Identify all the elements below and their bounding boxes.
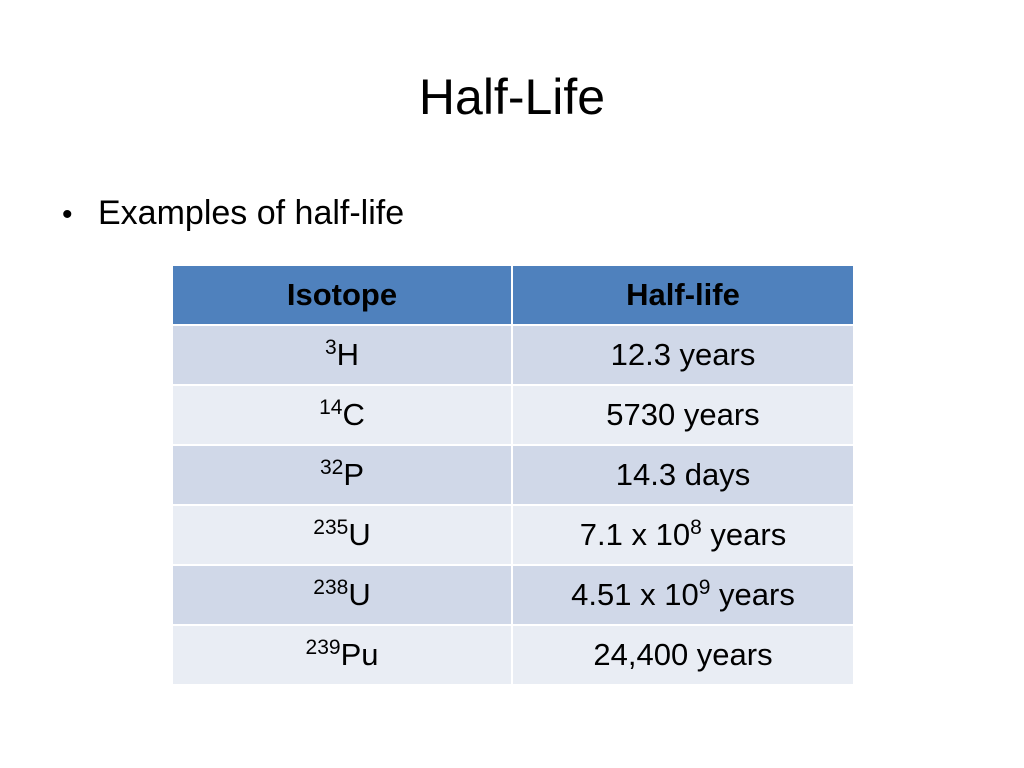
- isotope-cell: 235U: [171, 504, 513, 566]
- element-symbol: P: [343, 457, 365, 492]
- half-life-cell: 4.51 x 109 years: [511, 564, 855, 626]
- isotope-cell: 32P: [171, 444, 513, 506]
- mass-number: 3: [324, 336, 337, 359]
- table-row: 32P 14.3 days: [171, 444, 855, 506]
- mass-number: 14: [319, 396, 343, 419]
- half-life-exponent: 8: [690, 516, 702, 539]
- half-life-cell: 14.3 days: [511, 444, 855, 506]
- half-life-cell: 7.1 x 108 years: [511, 504, 855, 566]
- table-header-row: Isotope Half-life: [171, 264, 855, 326]
- mass-number: 235: [313, 516, 349, 539]
- half-life-value: 12.3 years: [610, 337, 756, 372]
- half-life-value: 14.3 days: [615, 457, 751, 492]
- isotope-cell: 238U: [171, 564, 513, 626]
- half-life-unit: years: [710, 577, 795, 612]
- element-symbol: C: [342, 397, 365, 432]
- header-half-life: Half-life: [511, 264, 855, 326]
- element-symbol: U: [348, 577, 371, 612]
- table-row: 238U 4.51 x 109 years: [171, 564, 855, 626]
- table-row: 239Pu 24,400 years: [171, 624, 855, 686]
- mass-number: 238: [313, 576, 349, 599]
- half-life-value: 24,400 years: [593, 637, 773, 672]
- element-symbol: H: [336, 337, 360, 372]
- half-life-cell: 24,400 years: [511, 624, 855, 686]
- half-life-value: 4.51 x 10: [571, 577, 699, 612]
- table-row: 235U 7.1 x 108 years: [171, 504, 855, 566]
- table-row: 3H 12.3 years: [171, 324, 855, 386]
- header-isotope: Isotope: [171, 264, 513, 326]
- half-life-value: 5730 years: [606, 397, 760, 432]
- element-symbol: U: [348, 517, 371, 552]
- mass-number: 32: [319, 456, 344, 479]
- bullet-item: • Examples of half-life: [62, 190, 404, 238]
- isotope-cell: 239Pu: [171, 624, 513, 686]
- bullet-text: Examples of half-life: [98, 194, 405, 232]
- half-life-unit: years: [701, 517, 787, 552]
- half-life-value: 7.1 x 10: [579, 517, 691, 552]
- half-life-cell: 5730 years: [511, 384, 855, 446]
- isotope-cell: 3H: [171, 324, 513, 386]
- bullet-dot-icon: •: [62, 198, 73, 231]
- mass-number: 239: [305, 636, 341, 659]
- slide-title: Half-Life: [418, 69, 606, 125]
- isotope-cell: 14C: [171, 384, 513, 446]
- half-life-cell: 12.3 years: [511, 324, 855, 386]
- table-row: 14C 5730 years: [171, 384, 855, 446]
- element-symbol: Pu: [340, 637, 379, 672]
- half-life-exponent: 9: [698, 576, 711, 599]
- half-life-table: Isotope Half-life 3H 12.3 years 14C 5730…: [171, 264, 855, 686]
